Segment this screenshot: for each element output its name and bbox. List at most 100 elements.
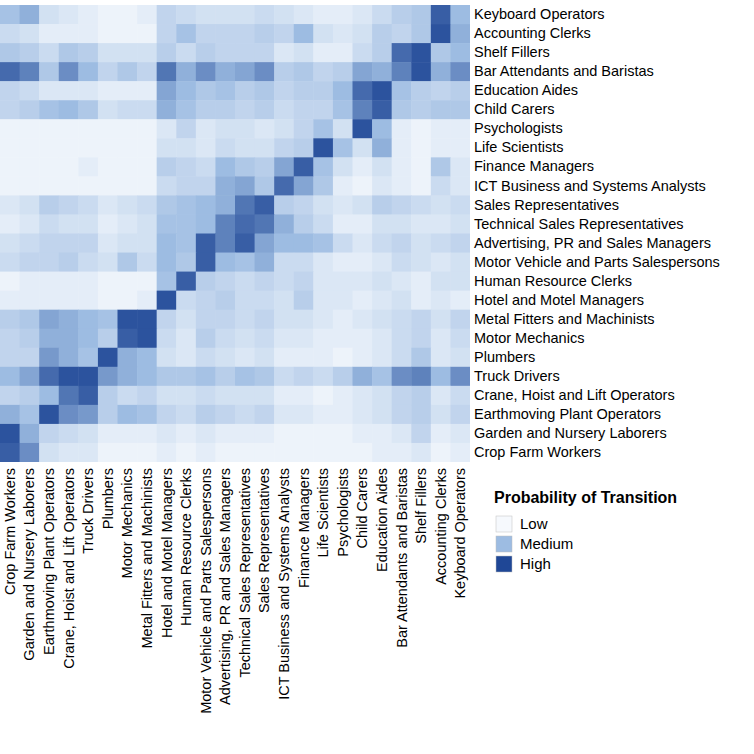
heat-cell (313, 214, 333, 234)
heat-cell (39, 176, 59, 196)
x-tick-label: Bar Attendants and Baristas (394, 468, 410, 648)
heat-cell (333, 386, 353, 406)
y-tick-label: Metal Fitters and Machinists (474, 311, 655, 327)
heat-cell (0, 291, 20, 311)
heat-cell (118, 214, 138, 234)
heat-cell (450, 272, 470, 292)
heat-cell (255, 81, 275, 101)
heat-cell (20, 443, 40, 462)
heat-cell (255, 195, 275, 215)
heat-cell (215, 24, 235, 44)
heat-cell (59, 386, 79, 406)
heat-cell (235, 43, 255, 63)
y-tick-label: Crop Farm Workers (474, 444, 601, 460)
heat-cell (137, 405, 157, 425)
heat-cell (313, 24, 333, 44)
heat-cell (450, 138, 470, 158)
heat-cell (137, 176, 157, 196)
heat-cell (39, 119, 59, 139)
heat-cell (176, 386, 196, 406)
heat-cell (39, 310, 59, 330)
heat-cell (78, 253, 98, 273)
heat-cell (137, 367, 157, 387)
x-tick-label: Plumbers (100, 468, 116, 529)
heat-cell (372, 291, 392, 311)
heat-cell (157, 24, 177, 44)
heat-cell (235, 138, 255, 158)
heat-cell (411, 443, 431, 462)
y-tick: Garden and Nursery Laborers (470, 425, 667, 441)
y-tick-label: Education Aides (474, 82, 578, 98)
heat-cell (20, 424, 40, 444)
heat-cell (294, 43, 314, 63)
heat-cell (196, 214, 216, 234)
heat-cell (176, 119, 196, 139)
chart: Keyboard OperatorsAccounting ClerksShelf… (0, 0, 754, 754)
heat-cell (294, 100, 314, 120)
heat-cell (176, 443, 196, 462)
heat-cell (215, 272, 235, 292)
x-tick: Hotel and Motel Managers (159, 462, 175, 638)
heat-cell (118, 62, 138, 82)
x-tick-label: Accounting Clerks (433, 468, 449, 585)
heat-cell (235, 24, 255, 44)
x-tick: Crop Farm Workers (2, 462, 18, 595)
heat-cell (372, 100, 392, 120)
y-tick: Hotel and Motel Managers (470, 292, 644, 308)
heat-cell (176, 367, 196, 387)
heat-cell (157, 5, 177, 25)
heat-cell (294, 119, 314, 139)
heat-cell (353, 157, 373, 177)
heat-cell (274, 195, 294, 215)
heat-cell (78, 329, 98, 349)
heat-cell (294, 195, 314, 215)
heat-cell (39, 138, 59, 158)
heat-cell (59, 405, 79, 425)
heat-cell (411, 138, 431, 158)
x-tick: Human Resource Clerks (178, 462, 194, 626)
heat-cell (274, 62, 294, 82)
heat-cell (450, 62, 470, 82)
heat-cell (333, 367, 353, 387)
heat-cell (157, 443, 177, 462)
heat-cell (196, 138, 216, 158)
heat-cell (176, 405, 196, 425)
x-tick-label: Crane, Hoist and Lift Operators (61, 468, 77, 669)
heat-cell (431, 214, 451, 234)
heat-cell (411, 386, 431, 406)
heat-cell (411, 310, 431, 330)
heat-cell (431, 5, 451, 25)
heat-cell (157, 195, 177, 215)
heat-cell (333, 119, 353, 139)
y-tick: Education Aides (470, 82, 578, 98)
heat-cell (137, 195, 157, 215)
legend-swatch (496, 516, 512, 532)
heat-cell (313, 367, 333, 387)
heat-cell (313, 5, 333, 25)
heat-cell (157, 348, 177, 368)
heat-cell (353, 100, 373, 120)
heat-cell (235, 272, 255, 292)
heat-cell (372, 157, 392, 177)
heat-cell (0, 424, 20, 444)
heat-cell (59, 310, 79, 330)
heat-cell (137, 291, 157, 311)
x-tick: Truck Drivers (80, 462, 96, 554)
x-tick: Plumbers (100, 462, 116, 529)
heat-cell (118, 386, 138, 406)
heat-cell (137, 310, 157, 330)
heat-cell (372, 272, 392, 292)
heat-cell (372, 424, 392, 444)
heat-cell (411, 195, 431, 215)
heat-cell (20, 348, 40, 368)
legend-title: Probability of Transition (494, 489, 677, 506)
heat-cell (353, 253, 373, 273)
heat-cell (176, 24, 196, 44)
y-axis-line (470, 6, 471, 463)
y-tick: Keyboard Operators (470, 6, 605, 22)
x-tick: Keyboard Operators (452, 462, 468, 599)
heat-cell (353, 405, 373, 425)
heat-cell (450, 5, 470, 25)
heat-cell (20, 367, 40, 387)
heat-cell (78, 405, 98, 425)
